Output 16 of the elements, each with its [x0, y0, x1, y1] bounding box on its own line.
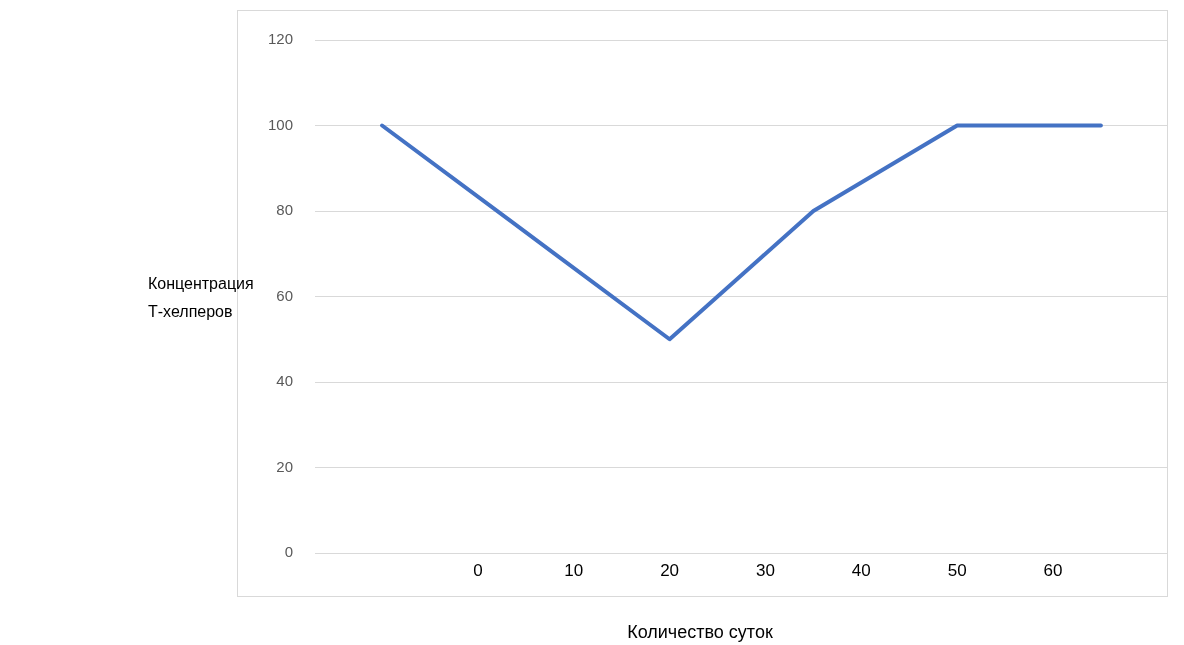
- y-tick-label: 100: [267, 115, 293, 133]
- x-tick-label: 20: [660, 560, 680, 580]
- y-tick-label: 40: [276, 372, 293, 390]
- y-tick-label: 20: [276, 457, 293, 475]
- y-tick-label: 120: [267, 30, 293, 48]
- x-tick-label: 50: [947, 560, 967, 580]
- x-tick-label: 0: [473, 560, 483, 580]
- x-tick-label: 10: [564, 560, 584, 580]
- x-tick-label: 30: [756, 560, 775, 580]
- x-axis-title: Количество суток: [627, 621, 773, 642]
- y-tick-label: 60: [276, 286, 293, 304]
- x-tick-label: 60: [1043, 560, 1063, 580]
- y-tick-label: 80: [276, 201, 293, 219]
- y-axis-title: Концентрация Т-хелперов: [148, 274, 254, 320]
- y-tick-label: 0: [284, 543, 293, 561]
- x-tick-label: 40: [851, 560, 871, 580]
